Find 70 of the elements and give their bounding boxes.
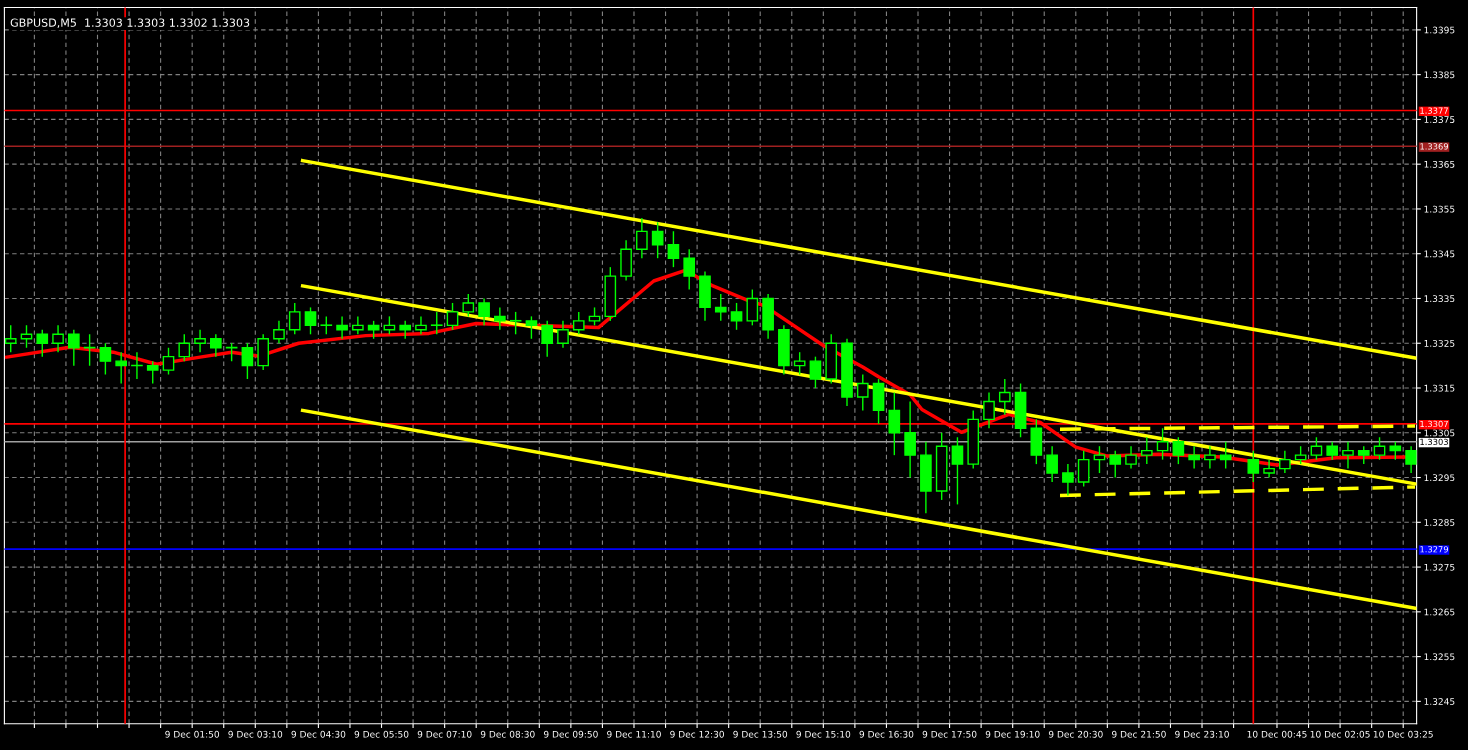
y-tick-label: 1.3335 <box>1424 295 1455 303</box>
x-tick-label: 9 Dec 23:10 <box>1175 730 1229 738</box>
x-tick-label: 9 Dec 19:10 <box>985 730 1040 738</box>
candlestick <box>636 217 648 259</box>
y-tick-label: 1.3255 <box>1424 653 1455 661</box>
y-tick-label: 1.3265 <box>1424 608 1455 616</box>
candlestick <box>557 320 569 349</box>
x-tick-label: 9 Dec 13:50 <box>733 730 788 738</box>
candlestick <box>841 338 853 407</box>
x-tick-label: 9 Dec 11:10 <box>607 730 661 738</box>
y-tick-label: 1.3325 <box>1424 339 1455 347</box>
x-tick-label: 9 Dec 20:30 <box>1048 730 1103 738</box>
x-tick-label: 9 Dec 21:50 <box>1111 730 1166 738</box>
candlestick <box>983 391 995 429</box>
candlestick <box>210 333 222 358</box>
text: GBPUSD,M5 1.3303 1.3303 1.3302 1.3303 <box>10 18 250 28</box>
candlestick <box>620 239 632 282</box>
candlestick <box>478 297 490 327</box>
y-tick-label: 1.3305 <box>1424 429 1455 437</box>
x-tick-label: 9 Dec 08:30 <box>480 730 535 738</box>
candlestick <box>1204 445 1216 470</box>
x-tick-label: 9 Dec 09:50 <box>543 730 598 738</box>
ref-line-label: 1.3303 <box>1420 438 1448 446</box>
y-tick-label: 1.3275 <box>1424 563 1455 571</box>
x-tick-label: 9 Dec 05:50 <box>354 730 409 738</box>
x-tick-label: 10 Dec 00:45 <box>1247 730 1307 738</box>
candlestick <box>273 320 285 344</box>
x-tick-label: 10 Dec 02:05 <box>1310 730 1370 738</box>
y-tick-label: 1.3365 <box>1424 160 1455 168</box>
candlestick <box>1188 445 1200 470</box>
y-tick-label: 1.3295 <box>1424 474 1455 482</box>
x-tick-label: 9 Dec 04:30 <box>291 730 346 738</box>
candlestick <box>257 333 270 371</box>
y-tick-label: 1.3285 <box>1424 519 1455 526</box>
ref-line-label: 1.3377 <box>1420 107 1448 114</box>
candlestick <box>352 315 364 335</box>
x-tick-label: 9 Dec 15:10 <box>796 730 851 738</box>
y-tick-label: 1.3315 <box>1424 384 1455 392</box>
x-tick-label: 9 Dec 12:30 <box>670 730 724 738</box>
x-tick-label: 10 Dec 03:25 <box>1373 730 1433 738</box>
candlestick <box>904 400 916 479</box>
candlestick <box>494 306 506 331</box>
candlestick <box>399 320 412 340</box>
ref-line-label: 1.3279 <box>1420 546 1449 553</box>
y-tick-label: 1.3245 <box>1424 698 1455 705</box>
candlestick <box>699 270 711 322</box>
candlestick <box>336 315 348 340</box>
candlestick <box>115 351 127 385</box>
candlestick <box>52 324 64 353</box>
x-tick-label: 9 Dec 01:50 <box>165 730 220 738</box>
candlestick <box>68 329 80 367</box>
y-tick-label: 1.3355 <box>1424 205 1455 213</box>
candlestick <box>1062 463 1074 497</box>
ref-line-label: 1.3307 <box>1420 420 1448 428</box>
candlestick <box>1046 445 1058 483</box>
x-tick-label: 9 Dec 17:50 <box>922 730 977 738</box>
y-tick-label: 1.3395 <box>1424 26 1455 34</box>
x-tick-label: 9 Dec 03:10 <box>228 730 283 738</box>
candlestick <box>920 441 932 515</box>
ref-line-label: 1.3369 <box>1420 143 1449 150</box>
y-tick-label: 1.3375 <box>1424 116 1455 123</box>
candlestick <box>415 315 427 335</box>
candlestick <box>778 324 790 376</box>
y-tick-label: 1.3345 <box>1424 250 1455 258</box>
candlestick <box>1125 445 1137 470</box>
candlestick <box>194 329 206 353</box>
candlestick <box>762 293 774 340</box>
y-tick-label: 1.3385 <box>1424 71 1455 79</box>
x-tick-label: 9 Dec 07:10 <box>417 730 472 738</box>
x-tick-label: 9 Dec 16:30 <box>859 730 914 738</box>
